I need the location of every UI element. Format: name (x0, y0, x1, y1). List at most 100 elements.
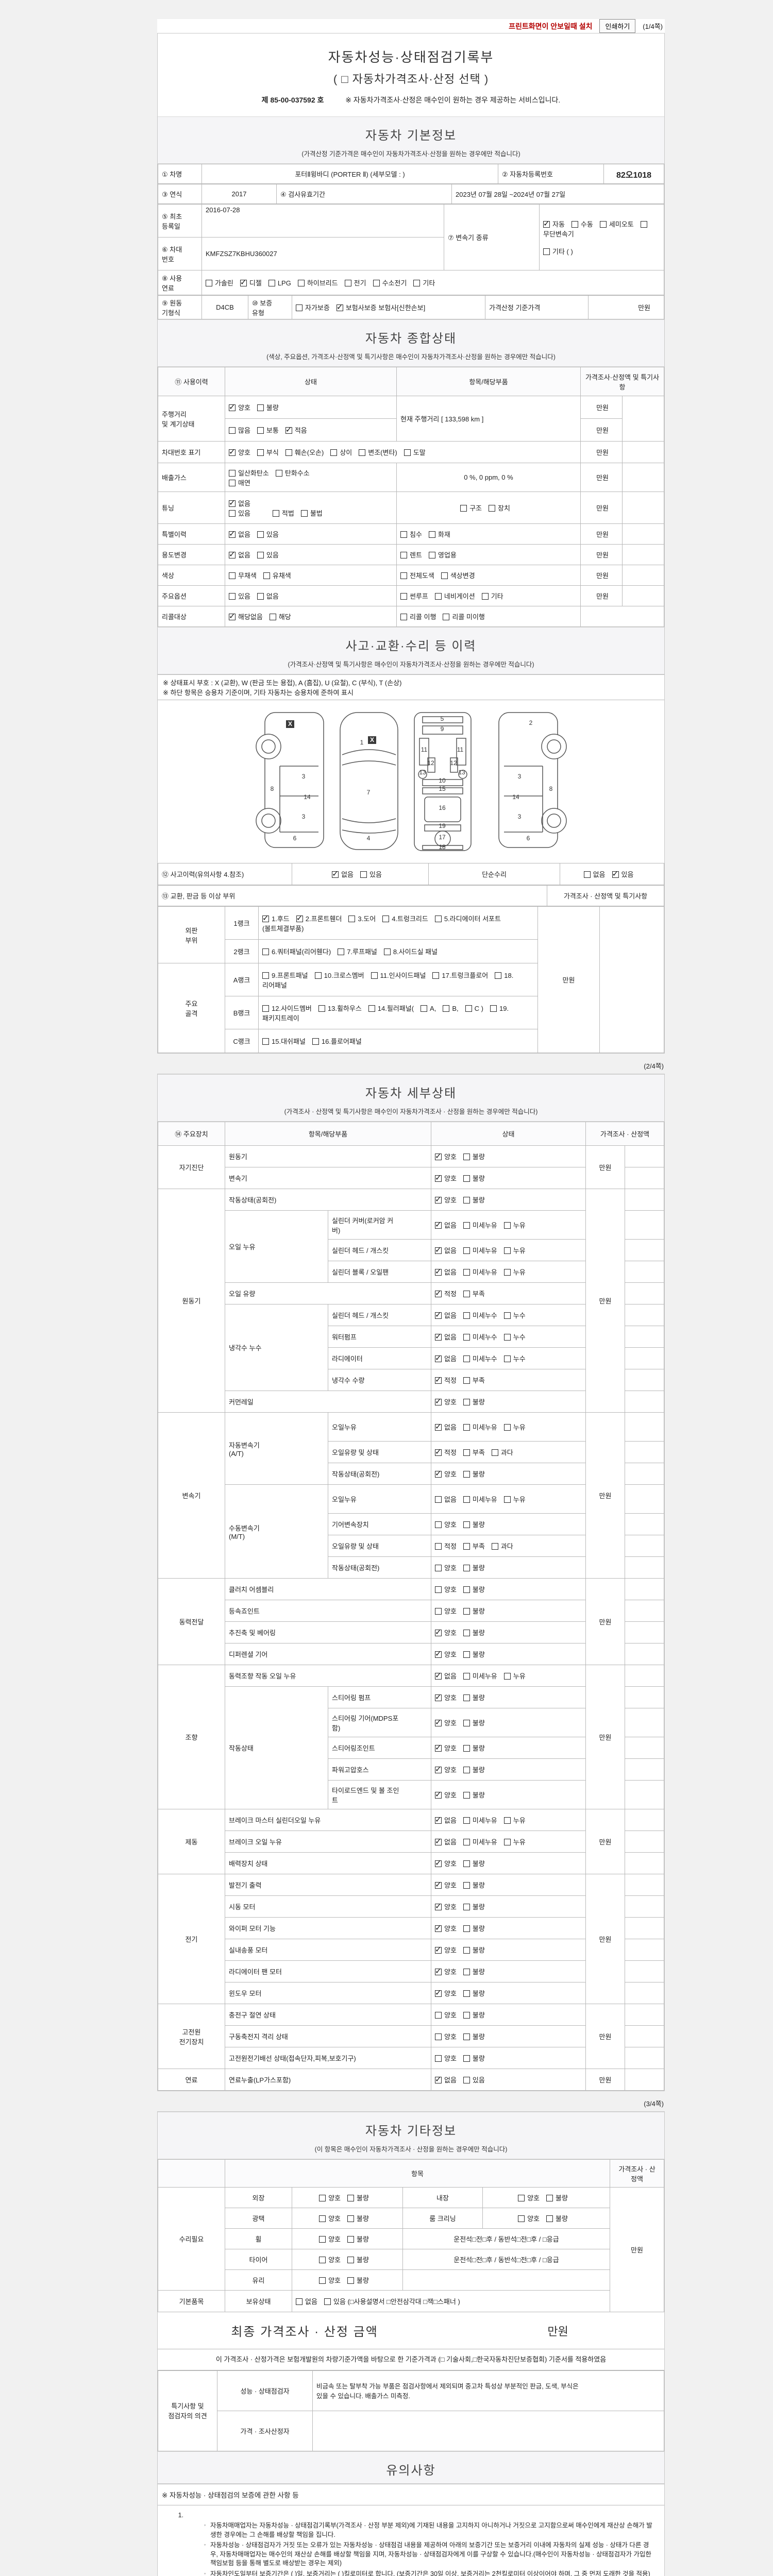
checkbox[interactable] (518, 2215, 525, 2222)
checkbox[interactable] (257, 449, 264, 456)
checkbox[interactable] (489, 505, 495, 512)
checkbox[interactable] (503, 1355, 511, 1362)
checkbox[interactable] (463, 1586, 470, 1593)
checkbox[interactable] (546, 2195, 553, 2201)
checkbox[interactable] (435, 1310, 442, 1319)
checkbox[interactable] (229, 479, 236, 486)
checkbox[interactable] (435, 1671, 442, 1680)
checkbox[interactable] (373, 280, 380, 286)
checkbox[interactable] (360, 871, 367, 878)
checkbox[interactable] (229, 593, 236, 600)
checkbox[interactable] (435, 2055, 442, 2062)
checkbox[interactable] (435, 1837, 442, 1846)
checkbox[interactable] (229, 529, 236, 538)
checkbox[interactable] (463, 1745, 470, 1752)
checkbox[interactable] (435, 1902, 442, 1911)
checkbox[interactable] (463, 1860, 470, 1867)
checkbox[interactable] (463, 1882, 470, 1889)
checkbox[interactable] (503, 1312, 511, 1319)
checkbox[interactable] (257, 531, 264, 538)
checkbox[interactable] (347, 2277, 354, 2284)
checkbox[interactable] (435, 2075, 442, 2084)
checkbox[interactable] (463, 1269, 470, 1276)
checkbox[interactable] (348, 915, 356, 922)
checkbox[interactable] (435, 1649, 442, 1658)
checkbox[interactable] (435, 1332, 442, 1341)
checkbox[interactable] (435, 1880, 442, 1889)
checkbox[interactable] (338, 948, 345, 955)
checkbox[interactable] (318, 1005, 325, 1012)
checkbox[interactable] (490, 1005, 497, 1012)
checkbox[interactable] (319, 2257, 326, 2263)
checkbox[interactable] (441, 572, 448, 579)
checkbox[interactable] (463, 1154, 470, 1160)
checkbox[interactable] (347, 2236, 354, 2243)
checkbox[interactable] (435, 2033, 442, 2040)
checkbox[interactable] (463, 1424, 470, 1431)
checkbox[interactable] (428, 531, 435, 538)
checkbox[interactable] (463, 1608, 470, 1615)
checkbox[interactable] (330, 449, 338, 456)
checkbox[interactable] (463, 1291, 470, 1297)
checkbox[interactable] (435, 1469, 442, 1478)
checkbox[interactable] (435, 1967, 442, 1976)
checkbox[interactable] (435, 1447, 442, 1456)
checkbox[interactable] (463, 1947, 470, 1954)
checkbox[interactable] (503, 1673, 511, 1680)
checkbox[interactable] (435, 1195, 442, 1204)
checkbox[interactable] (465, 1005, 472, 1012)
checkbox[interactable] (435, 1945, 442, 1954)
checkbox[interactable] (382, 915, 390, 922)
checkbox[interactable] (275, 469, 282, 477)
checkbox[interactable] (368, 1005, 375, 1012)
checkbox[interactable] (263, 572, 270, 579)
checkbox[interactable] (463, 1969, 470, 1975)
checkbox[interactable] (463, 1377, 470, 1384)
checkbox[interactable] (463, 1673, 470, 1680)
checkbox[interactable] (463, 1399, 470, 1405)
checkbox[interactable] (435, 1543, 442, 1550)
checkbox[interactable] (400, 593, 407, 600)
checkbox[interactable] (296, 2298, 303, 2305)
checkbox[interactable] (404, 449, 411, 456)
checkbox[interactable] (435, 1496, 442, 1503)
checkbox[interactable] (285, 449, 292, 456)
checkbox[interactable] (463, 2012, 470, 2019)
checkbox[interactable] (347, 2215, 354, 2222)
checkbox[interactable] (599, 221, 607, 228)
checkbox[interactable] (400, 552, 407, 558)
checkbox[interactable] (543, 219, 550, 228)
checkbox[interactable] (435, 1718, 442, 1727)
checkbox[interactable] (229, 402, 236, 412)
checkbox[interactable] (503, 1222, 511, 1229)
checkbox[interactable] (463, 1720, 470, 1726)
checkbox[interactable] (495, 972, 502, 979)
checkbox[interactable] (435, 1353, 442, 1363)
checkbox[interactable] (543, 248, 550, 255)
checkbox[interactable] (571, 221, 578, 228)
checkbox[interactable] (463, 1990, 470, 1997)
checkbox[interactable] (463, 1925, 470, 1932)
checkbox[interactable] (229, 550, 236, 559)
checkbox[interactable] (463, 2033, 470, 2040)
checkbox[interactable] (296, 913, 303, 923)
checkbox[interactable] (640, 221, 647, 228)
checkbox[interactable] (463, 1175, 470, 1182)
checkbox[interactable] (463, 1630, 470, 1636)
checkbox[interactable] (229, 612, 236, 621)
checkbox[interactable] (435, 2012, 442, 2019)
checkbox[interactable] (435, 1565, 442, 1571)
checkbox[interactable] (435, 1289, 442, 1298)
checkbox[interactable] (359, 449, 366, 456)
checkbox[interactable] (229, 498, 236, 507)
checkbox[interactable] (229, 510, 236, 517)
checkbox[interactable] (400, 614, 407, 620)
checkbox[interactable] (435, 1923, 442, 1933)
checkbox[interactable] (257, 404, 264, 411)
checkbox[interactable] (435, 1375, 442, 1384)
checkbox[interactable] (257, 552, 264, 558)
print-install-hint[interactable]: 프린트화면이 안보일때 설치 (509, 22, 593, 30)
checkbox[interactable] (435, 1628, 442, 1637)
checkbox[interactable] (463, 1355, 470, 1362)
checkbox[interactable] (434, 593, 442, 600)
